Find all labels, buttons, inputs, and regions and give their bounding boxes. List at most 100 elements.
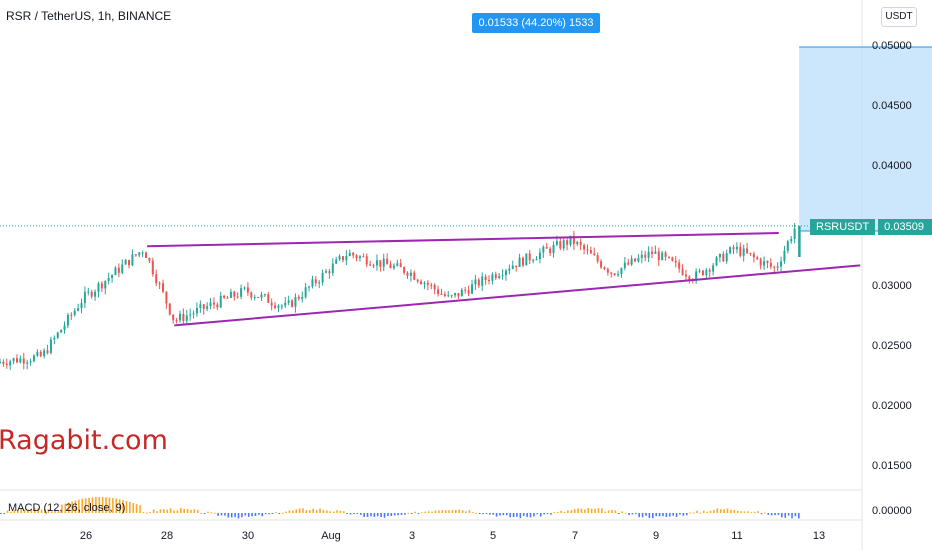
candle-body xyxy=(209,302,212,307)
macd-bar xyxy=(400,513,403,516)
candle-body xyxy=(311,279,314,287)
time-axis-label: 7 xyxy=(571,530,579,542)
macd-bar xyxy=(142,512,145,514)
macd-bar xyxy=(550,513,552,515)
time-axis-label: 5 xyxy=(489,530,497,542)
macd-bar xyxy=(57,510,60,513)
candle-body xyxy=(664,252,667,257)
candle-body xyxy=(576,241,579,245)
macd-bar xyxy=(78,499,80,513)
candle-body xyxy=(362,256,365,258)
candle-body xyxy=(450,295,453,297)
candle-body xyxy=(90,291,93,297)
candle-body xyxy=(107,277,110,281)
macd-bar xyxy=(326,510,328,513)
macd-bar xyxy=(702,510,705,513)
candle-body xyxy=(620,267,623,275)
macd-bar xyxy=(319,508,321,513)
candle-body xyxy=(36,351,39,356)
symbol-title[interactable]: RSR / TetherUS, 1h, BINANCE xyxy=(6,9,172,23)
macd-bar xyxy=(125,501,128,513)
macd-bar xyxy=(621,511,624,513)
candle-body xyxy=(752,253,755,258)
candle-body xyxy=(392,265,395,269)
candle-body xyxy=(549,248,552,254)
candle-body xyxy=(433,284,436,290)
candle-body xyxy=(236,296,239,298)
macd-bar xyxy=(747,511,749,513)
macd-bar xyxy=(342,511,345,513)
watermark-text: Ragabit.com xyxy=(0,425,168,456)
candle-body xyxy=(338,256,341,260)
wedge-upper-line xyxy=(147,232,779,248)
currency-button[interactable]: USDT xyxy=(881,7,917,27)
candle-body xyxy=(267,294,270,303)
candle-body xyxy=(175,320,178,322)
candle-body xyxy=(182,313,185,321)
macd-bar xyxy=(546,513,549,514)
candle-body xyxy=(627,262,630,265)
macd-bar xyxy=(638,513,641,518)
last-price-value: 0.03509 xyxy=(878,219,932,235)
candle-body xyxy=(651,251,653,254)
candle-body xyxy=(586,249,589,251)
measure-label: 0.01533 (44.20%) 1533 xyxy=(472,13,600,33)
macd-bar xyxy=(176,510,179,513)
macd-bar xyxy=(417,513,420,514)
macd-bar xyxy=(784,513,787,518)
candle-body xyxy=(423,283,426,285)
macd-bar xyxy=(339,510,342,513)
candle-body xyxy=(749,252,752,254)
candle-body xyxy=(341,256,344,261)
macd-bar xyxy=(645,513,647,516)
candle-body xyxy=(301,297,304,299)
candle-body xyxy=(382,258,385,267)
candle-body xyxy=(304,287,307,298)
macd-bar xyxy=(760,513,763,515)
macd-bar xyxy=(441,510,444,513)
macd-indicator-label[interactable]: MACD (12, 26, close, 9) xyxy=(8,502,126,514)
macd-bar xyxy=(489,513,491,515)
candle-body xyxy=(358,256,361,259)
last-price-tag: RSRUSDT 0.03509 xyxy=(810,219,932,235)
macd-bar xyxy=(373,513,376,517)
candle-body xyxy=(460,289,463,297)
candle-body xyxy=(202,304,205,309)
time-axis-label: 30 xyxy=(241,530,255,542)
time-axis-label: 26 xyxy=(79,530,93,542)
macd-bar xyxy=(699,512,702,514)
candle-body xyxy=(73,310,76,316)
macd-bar xyxy=(376,513,379,517)
macd-bar xyxy=(607,510,610,513)
candle-body xyxy=(729,247,732,254)
macd-bar xyxy=(577,508,579,513)
candle-body xyxy=(684,274,687,277)
candle-body xyxy=(661,252,664,261)
macd-bar xyxy=(261,513,264,517)
macd-bar xyxy=(370,513,372,517)
macd-bar xyxy=(305,510,308,513)
candle-body xyxy=(559,241,562,249)
candle-body xyxy=(274,305,277,308)
candle-body xyxy=(566,240,569,245)
candle-body xyxy=(552,244,555,254)
candle-body xyxy=(195,307,198,314)
candle-body xyxy=(56,332,59,338)
candle-body xyxy=(117,267,120,273)
price-axis-label: 0.03000 xyxy=(872,280,912,292)
macd-bar xyxy=(787,513,790,516)
macd-bar xyxy=(444,510,447,513)
macd-bar xyxy=(309,510,311,513)
candle-body xyxy=(9,361,12,366)
macd-bar xyxy=(502,513,505,516)
candle-body xyxy=(284,302,287,306)
macd-bar xyxy=(736,510,739,513)
macd-bar xyxy=(159,509,162,513)
macd-bar xyxy=(281,512,284,514)
candle-body xyxy=(345,256,348,261)
macd-bar xyxy=(234,513,236,518)
macd-bar xyxy=(298,508,301,513)
candle-body xyxy=(134,254,137,256)
macd-bar xyxy=(129,502,131,513)
